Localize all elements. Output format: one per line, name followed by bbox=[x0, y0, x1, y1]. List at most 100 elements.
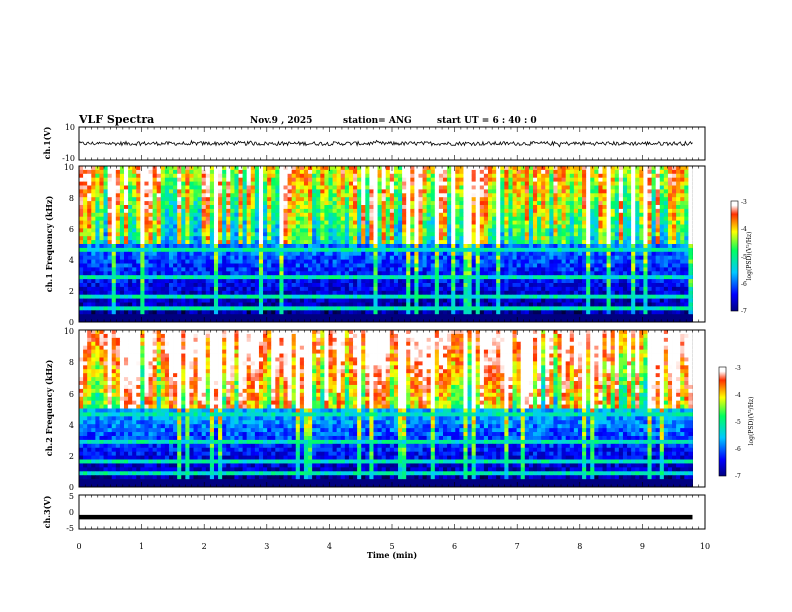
spectrogram-cell bbox=[447, 263, 452, 268]
spectrogram-cell bbox=[475, 251, 481, 257]
spectrogram-cell bbox=[156, 259, 162, 264]
spectrogram-cell bbox=[524, 181, 530, 186]
spectrogram-cell bbox=[385, 181, 391, 186]
spectrogram-cell bbox=[279, 201, 284, 206]
spectrogram-cell bbox=[111, 267, 117, 272]
spectrogram-cell bbox=[226, 263, 231, 268]
spectrogram-cell bbox=[324, 166, 329, 171]
spectrogram-cell bbox=[312, 255, 317, 260]
spectrogram-cell bbox=[279, 228, 284, 233]
spectrogram-cell bbox=[164, 286, 170, 292]
spectrogram-cell bbox=[451, 236, 456, 241]
spectrogram-cell bbox=[230, 247, 235, 253]
spectrogram-cell bbox=[275, 286, 280, 292]
spectrogram-cell bbox=[451, 271, 456, 276]
spectrogram-cell bbox=[655, 224, 661, 229]
spectrogram-cell bbox=[177, 283, 182, 288]
spectrogram-cell bbox=[672, 193, 677, 198]
spectrogram-cell bbox=[103, 173, 109, 179]
spectrogram-cell bbox=[492, 286, 497, 292]
spectrogram-cell bbox=[688, 240, 693, 245]
spectrogram-cell bbox=[168, 275, 174, 280]
spectrogram-cell bbox=[487, 228, 493, 233]
spectrogram-cell bbox=[168, 263, 174, 268]
spectrogram-cell bbox=[659, 205, 665, 210]
spectrogram-cell bbox=[577, 177, 583, 182]
spectrogram-cell bbox=[316, 181, 321, 186]
spectrogram-cell bbox=[590, 244, 595, 249]
spectrogram-cell bbox=[303, 185, 309, 190]
spectrogram-cell bbox=[561, 267, 567, 272]
spectrogram-cell bbox=[316, 201, 321, 206]
spectrogram-cell bbox=[254, 283, 260, 288]
spectrogram-cell bbox=[312, 181, 317, 186]
spectrogram-cell bbox=[303, 240, 309, 245]
spectrogram-cell bbox=[103, 216, 109, 221]
spectrogram-cell bbox=[205, 208, 211, 214]
spectrogram-cell bbox=[205, 247, 211, 253]
spectrogram-cell bbox=[496, 212, 501, 218]
spectrogram-cell bbox=[492, 275, 497, 280]
spectrogram-cell bbox=[254, 197, 260, 202]
spectrogram-cell bbox=[258, 244, 264, 249]
spectrogram-cell bbox=[443, 216, 448, 221]
spectrogram-cell bbox=[487, 283, 493, 288]
spectrogram-cell bbox=[524, 240, 530, 245]
header-start-time: start UT = 6 : 40 : 0 bbox=[437, 116, 537, 126]
spectrogram-cell bbox=[618, 267, 624, 272]
spectrogram-cell bbox=[532, 224, 538, 229]
spectrogram-cell bbox=[271, 212, 276, 218]
spectrogram-cell bbox=[291, 205, 297, 210]
spectrogram-cell bbox=[471, 244, 477, 249]
spectrogram-cell bbox=[185, 283, 190, 288]
spectrogram-cell bbox=[451, 275, 456, 280]
spectrogram-cell bbox=[136, 193, 141, 198]
spectrogram-cell bbox=[594, 255, 599, 260]
spectrogram-cell bbox=[299, 216, 305, 221]
spectrogram-cell bbox=[234, 181, 239, 186]
spectrogram-cell bbox=[516, 228, 522, 233]
spectrogram-cell bbox=[263, 220, 268, 225]
spectrogram-cell bbox=[111, 255, 117, 260]
spectrogram-cell bbox=[622, 247, 628, 253]
spectrogram-cell bbox=[434, 181, 440, 186]
spectrogram-cell bbox=[614, 286, 620, 292]
spectrogram-cell bbox=[532, 255, 538, 260]
spectrogram-cell bbox=[381, 189, 387, 194]
spectrogram-cell bbox=[136, 173, 141, 179]
spectrogram-cell bbox=[303, 279, 309, 284]
spectrogram-cell bbox=[443, 224, 448, 229]
spectrogram-cell bbox=[230, 216, 235, 221]
spectrogram-cell bbox=[512, 197, 518, 202]
spectrogram-cell bbox=[659, 189, 665, 194]
spectrogram-cell bbox=[492, 259, 497, 264]
spectrogram-cell bbox=[193, 267, 199, 272]
spectrogram-cell bbox=[119, 181, 125, 186]
spectrogram-cell bbox=[635, 220, 640, 225]
spectrogram-cell bbox=[340, 212, 346, 218]
spectrogram-cell bbox=[455, 201, 460, 206]
spectrogram-cell bbox=[173, 259, 178, 264]
spectrogram-cell bbox=[651, 212, 657, 218]
spectrogram-cell bbox=[643, 271, 648, 276]
spectrogram-cell bbox=[471, 232, 477, 237]
spectrogram-cell bbox=[663, 236, 669, 241]
spectrogram-cell bbox=[299, 212, 305, 218]
spectrogram-cell bbox=[459, 185, 464, 190]
spectrogram-cell bbox=[434, 244, 440, 249]
spectrogram-cell bbox=[177, 220, 182, 225]
spectrogram-cell bbox=[610, 283, 616, 288]
spectrogram-cell bbox=[164, 166, 170, 171]
spectrogram-cell bbox=[316, 259, 321, 264]
spectrogram-cell bbox=[299, 197, 305, 202]
spectrogram-cell bbox=[308, 166, 313, 171]
spectrogram-cell bbox=[87, 224, 92, 229]
spectrogram-cell bbox=[516, 244, 522, 249]
spectrogram-cell bbox=[197, 169, 203, 175]
spectrogram-cell bbox=[492, 205, 497, 210]
spectrogram-cell bbox=[152, 286, 158, 292]
spectrogram-cell bbox=[254, 228, 260, 233]
spectrogram-cell bbox=[586, 251, 591, 257]
spectrogram-cell bbox=[222, 286, 227, 292]
